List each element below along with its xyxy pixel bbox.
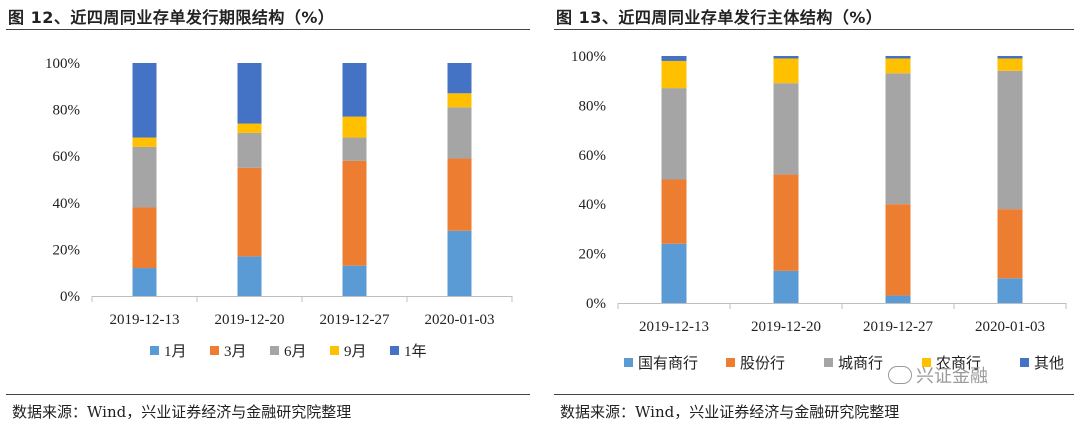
y-tick-label: 20%: [579, 247, 607, 263]
legend-label: 其他: [1034, 355, 1064, 372]
legend-label: 1年: [404, 343, 427, 360]
y-tick-label: 80%: [579, 98, 607, 114]
y-tick-label: 20%: [53, 242, 81, 258]
bar-segment: [342, 116, 367, 138]
legend-swatch: [1020, 358, 1029, 367]
bar-segment: [447, 230, 472, 296]
x-tick-label: 2020-01-03: [975, 319, 1045, 335]
bar-segment: [885, 56, 911, 59]
bar-segment: [997, 278, 1023, 303]
bar-segment: [237, 256, 262, 296]
y-tick-label: 80%: [53, 103, 81, 119]
bar-segment: [237, 132, 262, 168]
watermark: 兴证金融: [888, 362, 988, 388]
source-note: 数据来源：Wind，兴业证券经济与金融研究院整理: [560, 403, 900, 421]
bar-segment: [773, 58, 799, 84]
bar-segment: [773, 270, 799, 303]
bar-segment: [237, 123, 262, 133]
bar-segment: [342, 63, 367, 117]
y-tick-label: 60%: [53, 149, 81, 165]
bar-segment: [342, 265, 367, 296]
bar-segment: [661, 56, 687, 61]
bar-segment: [447, 158, 472, 231]
legend-swatch: [150, 346, 159, 355]
chart-title: 图 13、近四周同业存单发行主体结构（%）: [556, 8, 883, 27]
bar-segment: [447, 93, 472, 108]
bar-segment: [132, 146, 157, 208]
x-tick-label: 2019-12-13: [639, 319, 709, 335]
bar-segment: [132, 63, 157, 138]
bar-segment: [661, 60, 687, 89]
bar-segment: [237, 63, 262, 124]
bar-segment: [661, 179, 687, 244]
bar-segment: [237, 167, 262, 257]
y-tick-label: 100%: [571, 49, 606, 65]
x-tick-label: 2019-12-27: [320, 312, 390, 328]
wechat-icon: [888, 366, 912, 384]
bar-segment: [342, 137, 367, 161]
bar-segment: [997, 56, 1023, 59]
chart-panel-right: 图 13、近四周同业存单发行主体结构（%） 0% 20% 40% 60% 80% 100%…: [548, 0, 1080, 429]
chart-panel-left: 图 12、近四周同业存单发行期限结构（%） 0% 20% 40% 60% 80% 100%…: [0, 0, 536, 429]
x-tick-label: 2020-01-03: [425, 312, 495, 328]
top-rule: [554, 29, 1074, 30]
bar-segment: [773, 174, 799, 271]
bar-segment: [885, 73, 911, 205]
bar-segment: [447, 107, 472, 159]
legend-label: 1月: [164, 344, 187, 360]
y-tick-label: 40%: [579, 197, 607, 213]
legend-swatch: [922, 358, 931, 367]
bar-segment: [132, 268, 157, 296]
y-tick-label: 0%: [586, 296, 606, 312]
x-tick-label: 2019-12-20: [215, 312, 285, 328]
bar-segment: [661, 88, 687, 180]
y-tick-label: 60%: [579, 148, 607, 164]
bar-segment: [132, 207, 157, 269]
legend-label: 城商行: [838, 355, 883, 372]
source-note: 数据来源：Wind，兴业证券经济与金融研究院整理: [12, 403, 352, 421]
x-tick-label: 2019-12-27: [863, 319, 933, 335]
bar-segment: [885, 58, 911, 74]
legend-swatch: [210, 346, 219, 355]
bar-segment: [342, 160, 367, 266]
bar-segment: [997, 58, 1023, 71]
bar-segment: [773, 56, 799, 59]
y-tick-label: 0%: [60, 289, 80, 305]
bar-segment: [447, 63, 472, 94]
legend-label: 9月: [344, 344, 367, 360]
x-tick-label: 2019-12-20: [751, 319, 821, 335]
legend-swatch: [330, 346, 339, 355]
legend-swatch: [624, 358, 633, 367]
y-tick-label: 40%: [53, 196, 81, 212]
top-rule: [6, 29, 530, 30]
bar-segment: [773, 83, 799, 175]
bottom-rule: [554, 394, 1074, 395]
x-tick-label: 2019-12-13: [110, 312, 180, 328]
bar-segment: [885, 295, 911, 303]
legend-label: 6月: [284, 344, 307, 360]
bottom-rule: [6, 394, 530, 395]
legend-label: 3月: [224, 344, 247, 360]
legend-label: 农商行: [936, 355, 981, 372]
watermark-text: 兴证金融: [916, 366, 988, 387]
chart-title: 图 12、近四周同业存单发行期限结构（%）: [8, 8, 335, 27]
bar-segment: [997, 209, 1023, 279]
legend-swatch: [824, 358, 833, 367]
legend-swatch: [270, 346, 279, 355]
stacked-bar-chart-issuer: 0% 20% 40% 60% 80% 100% 2019-12-13 2019-12-20 20…: [571, 49, 1067, 372]
legend-label: 股份行: [740, 355, 785, 372]
legend-label: 国有商行: [638, 355, 698, 372]
bar-segment: [885, 204, 911, 296]
y-tick-label: 100%: [45, 56, 80, 72]
bar-segment: [661, 243, 687, 303]
legend-swatch: [390, 346, 399, 355]
bar-segment: [132, 137, 157, 147]
legend-swatch: [726, 358, 735, 367]
bar-segment: [997, 70, 1023, 210]
stacked-bar-chart-term: 0% 20% 40% 60% 80% 100% 2019-12-13 2019-12-20 20…: [45, 56, 513, 360]
